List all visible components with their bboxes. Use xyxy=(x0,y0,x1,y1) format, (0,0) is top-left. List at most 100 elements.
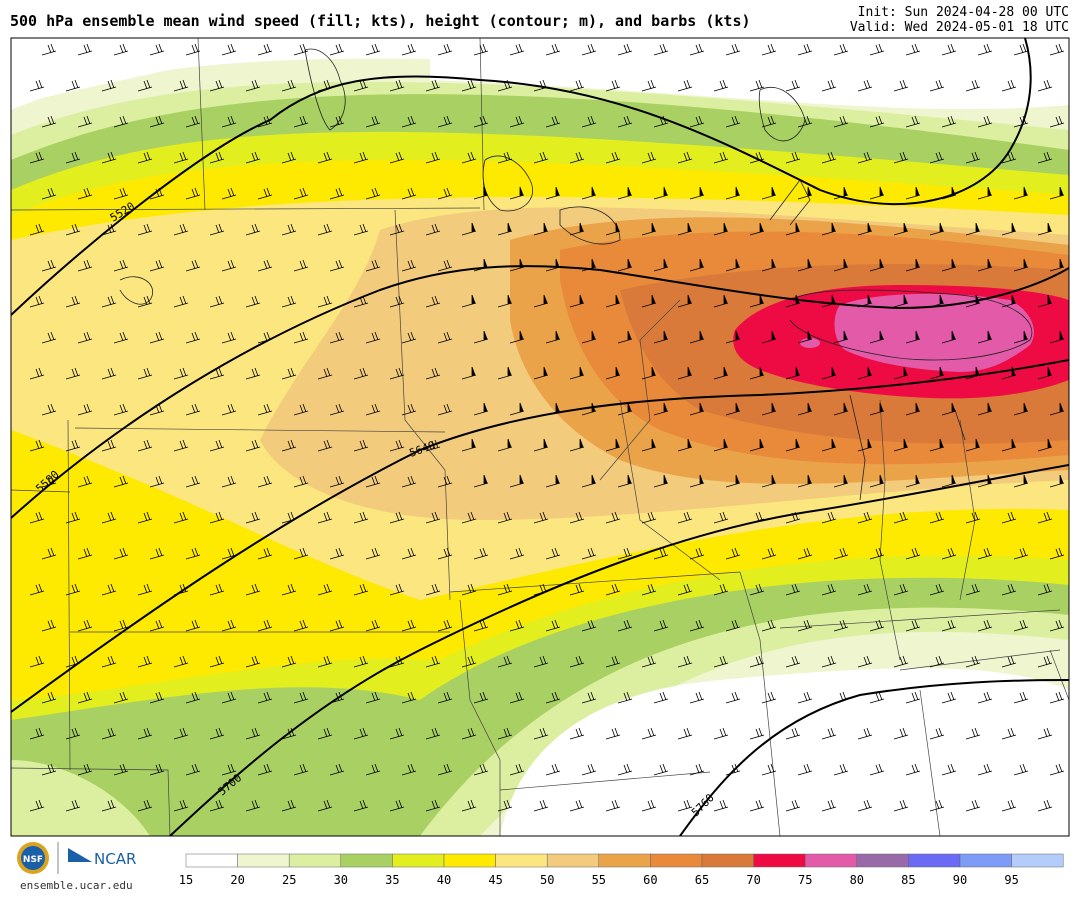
wind-barb xyxy=(569,151,585,164)
wind-barb xyxy=(893,294,909,308)
wind-barb xyxy=(617,186,633,200)
wind-barb xyxy=(317,799,333,812)
wind-barb xyxy=(905,330,921,344)
wind-barb xyxy=(173,727,189,740)
wind-barb xyxy=(857,655,873,668)
wind-barb xyxy=(821,799,837,812)
wind-barb xyxy=(113,187,129,200)
wind-barb xyxy=(173,799,189,812)
wind-barb xyxy=(425,367,441,380)
wind-barb xyxy=(185,619,201,632)
wind-barb xyxy=(365,403,381,416)
wind-barb xyxy=(221,43,237,56)
wind-barb xyxy=(461,799,477,812)
wind-barb xyxy=(113,619,129,632)
wind-barb xyxy=(137,79,153,92)
wind-barb xyxy=(761,115,777,128)
wind-barb xyxy=(329,691,345,704)
wind-barb xyxy=(65,511,81,524)
wind-barb xyxy=(617,43,633,56)
wind-barb xyxy=(497,366,513,380)
wind-barb xyxy=(1001,655,1017,668)
wind-barb xyxy=(677,79,693,92)
wind-barb xyxy=(869,258,885,272)
valid-time: Valid: Wed 2024-05-01 18 UTC xyxy=(849,20,1069,35)
wind-barb xyxy=(77,547,93,560)
wind-barb xyxy=(833,258,849,272)
wind-barb xyxy=(725,547,741,560)
wind-barb xyxy=(641,222,657,236)
wind-barb xyxy=(473,258,489,272)
wind-barb xyxy=(1013,402,1029,416)
wind-barb xyxy=(749,583,765,596)
wind-barb xyxy=(317,151,333,164)
wind-barb xyxy=(185,691,201,704)
init-time: Init: Sun 2024-04-28 00 UTC xyxy=(857,5,1069,20)
wind-barb xyxy=(533,799,549,812)
wind-barb xyxy=(293,259,309,272)
wind-barb xyxy=(605,727,621,740)
wind-barb xyxy=(1001,222,1017,236)
wind-barb xyxy=(425,151,441,164)
wind-barb xyxy=(905,186,921,200)
wind-barb xyxy=(545,115,561,128)
wind-barb xyxy=(245,223,261,236)
wind-barb xyxy=(653,258,669,272)
wind-barb xyxy=(329,547,345,560)
wind-barb xyxy=(713,799,729,812)
wind-barb xyxy=(257,763,273,776)
wind-barb xyxy=(689,547,705,560)
wind-barb xyxy=(293,691,309,704)
wind-barb xyxy=(473,763,489,776)
wind-barb xyxy=(689,691,705,704)
wind-barb xyxy=(1001,583,1017,596)
wind-barb xyxy=(677,151,693,164)
wind-barb xyxy=(149,187,165,200)
wind-barb xyxy=(281,799,297,812)
wind-barb xyxy=(893,366,909,380)
wind-barb xyxy=(749,727,765,740)
wind-barb xyxy=(173,583,189,596)
wind-barb xyxy=(353,79,369,92)
wind-barb xyxy=(929,79,945,92)
wind-barb xyxy=(281,367,297,380)
wind-barb xyxy=(281,439,297,452)
wind-barb xyxy=(185,331,201,344)
map-fill xyxy=(11,38,1069,836)
wind-barb xyxy=(1049,619,1065,632)
wind-barb xyxy=(509,258,525,272)
wind-barb xyxy=(221,619,237,632)
wind-barb xyxy=(713,655,729,668)
map-title: 500 hPa ensemble mean wind speed (fill; … xyxy=(10,12,751,30)
wind-barb xyxy=(437,763,453,776)
wind-barb xyxy=(365,115,381,128)
wind-barb xyxy=(545,691,561,704)
wind-barb xyxy=(425,511,441,524)
wind-barb xyxy=(281,151,297,164)
wind-barb xyxy=(689,43,705,56)
wind-barb xyxy=(653,619,669,632)
wind-barb xyxy=(1013,258,1029,272)
wind-barb xyxy=(821,151,837,164)
wind-barb xyxy=(185,475,201,488)
wind-barb xyxy=(137,151,153,164)
wind-barb xyxy=(905,474,921,488)
wind-barb xyxy=(761,691,777,704)
wind-barb xyxy=(509,115,525,128)
wind-barb xyxy=(641,294,657,308)
wind-barb xyxy=(113,115,129,128)
wind-barb xyxy=(797,258,813,272)
wind-barb xyxy=(65,79,81,92)
wind-barb xyxy=(497,511,513,524)
wind-barb xyxy=(689,474,705,488)
wind-barb xyxy=(821,511,837,524)
wind-barb xyxy=(785,366,801,380)
contour-5760 xyxy=(679,679,1069,836)
wind-barb xyxy=(533,79,549,92)
wind-barb xyxy=(389,79,405,92)
wind-barb xyxy=(569,583,585,596)
wind-barb xyxy=(77,619,93,632)
wind-barb xyxy=(941,691,957,704)
wind-barb xyxy=(833,330,849,344)
wind-barb xyxy=(329,187,345,200)
